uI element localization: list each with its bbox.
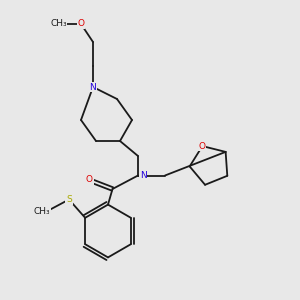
Text: CH₃: CH₃ [50, 20, 67, 28]
Text: N: N [90, 82, 96, 91]
Text: O: O [86, 176, 93, 184]
Text: O: O [77, 20, 85, 28]
Text: CH₃: CH₃ [34, 207, 50, 216]
Text: S: S [66, 195, 72, 204]
Text: O: O [199, 142, 206, 151]
Text: N: N [140, 171, 147, 180]
